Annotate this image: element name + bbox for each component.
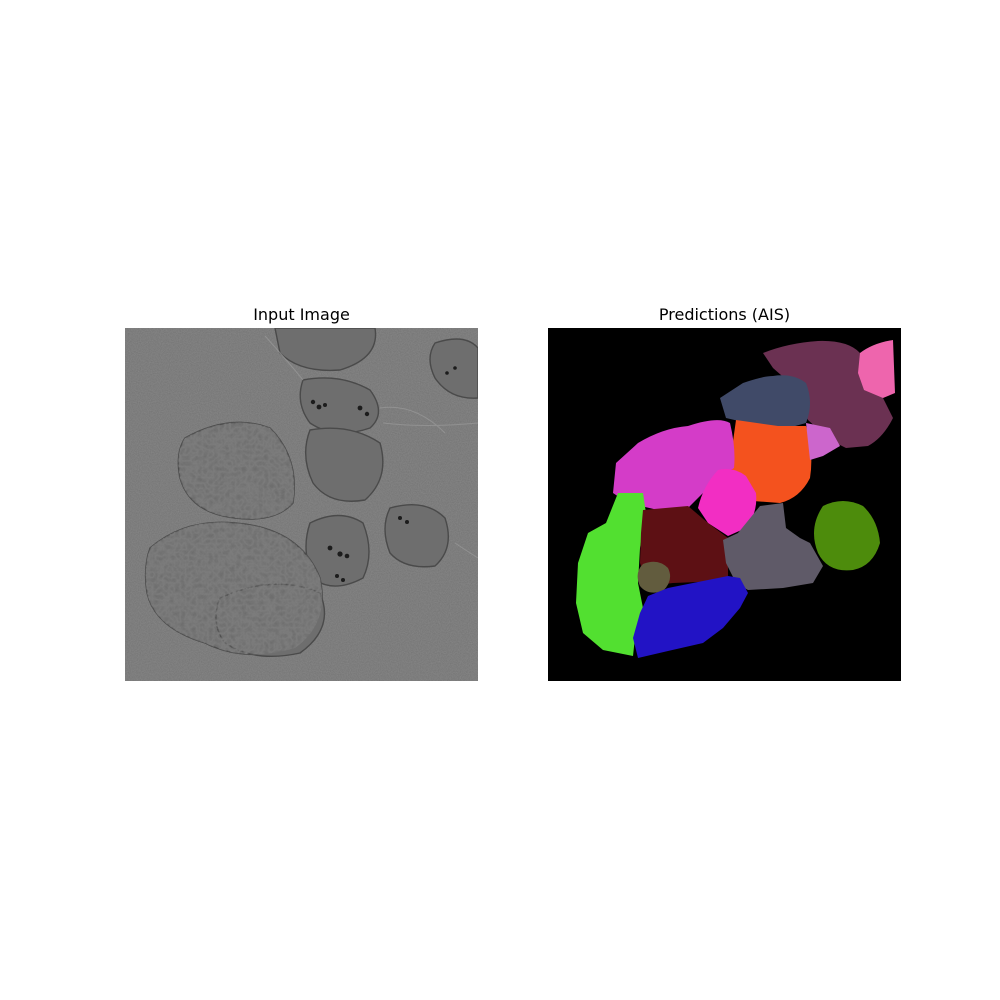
segment-green (576, 493, 646, 656)
input-image (125, 328, 478, 681)
cell-small-2 (305, 427, 384, 502)
segment-blue (633, 576, 748, 658)
cell-small-1 (299, 377, 380, 434)
segment-magenta (613, 420, 735, 510)
segment-olive-small (637, 561, 671, 593)
input-filaments (264, 335, 478, 559)
cell-small-4 (384, 504, 449, 568)
segment-lilac (806, 423, 840, 460)
input-image-title: Input Image (253, 305, 350, 324)
segment-gray (723, 503, 823, 590)
segment-orange (730, 420, 812, 503)
input-cell-texture (145, 422, 323, 655)
cell-top (274, 328, 377, 372)
predictions-title: Predictions (AIS) (658, 305, 791, 324)
segment-hot-pink (698, 468, 757, 536)
segment-pink-corner (858, 340, 895, 398)
segment-olive-green (814, 501, 880, 571)
input-image-panel (125, 328, 478, 681)
predictions-mask (548, 328, 901, 681)
predictions-panel (548, 328, 901, 681)
segment-slate-blue (720, 375, 810, 428)
input-dots (310, 366, 457, 582)
